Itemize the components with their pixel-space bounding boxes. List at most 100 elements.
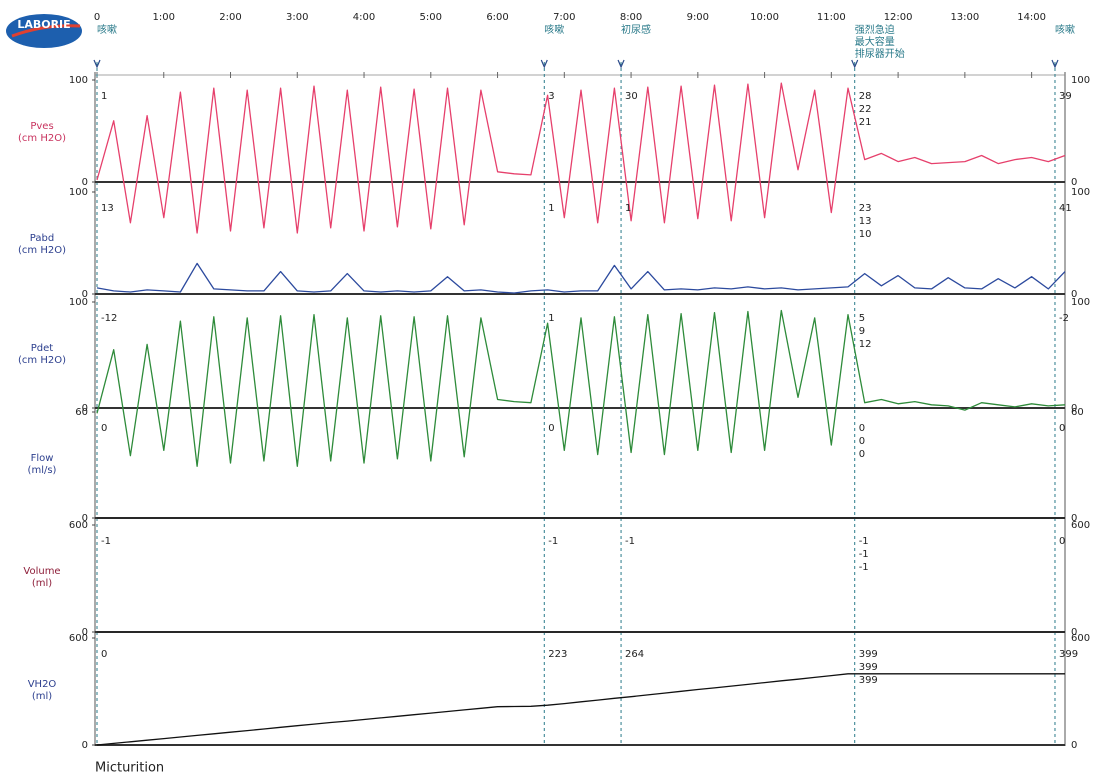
y-tick-label-right: 600 — [1071, 633, 1090, 644]
event-value: 0 — [101, 649, 107, 660]
y-tick-label-right: 60 — [1071, 407, 1084, 418]
event-value: 0 — [1059, 423, 1065, 434]
y-tick-label-right: 0 — [1071, 627, 1077, 638]
panel-label: VH2O — [28, 679, 57, 690]
panel-label: Pves — [30, 121, 53, 132]
event-marker — [1051, 59, 1059, 69]
event-value: -1 — [859, 536, 869, 547]
event-value: 399 — [859, 675, 878, 686]
series-line — [96, 82, 1066, 234]
event-value: 1 — [101, 91, 107, 102]
event-value: 13 — [101, 203, 114, 214]
x-tick-label: 8:00 — [620, 12, 642, 23]
panel-unit: (cm H2O) — [18, 245, 66, 256]
logo-text: LABORIE — [17, 18, 70, 31]
event-value: 39 — [1059, 91, 1072, 102]
y-tick-label: 0 — [82, 289, 88, 300]
x-tick-label: 1:00 — [153, 12, 175, 23]
x-tick-label: 6:00 — [486, 12, 508, 23]
footer-label: Micturition — [95, 761, 164, 774]
event-value: 13 — [859, 216, 872, 227]
event-value: 0 — [101, 423, 107, 434]
event-value: -1 — [859, 562, 869, 573]
y-tick-label-right: 0 — [1071, 177, 1077, 188]
event-marker — [540, 59, 548, 69]
y-tick-label: 0 — [82, 513, 88, 524]
event-marker — [851, 59, 859, 69]
y-tick-label: 0 — [82, 177, 88, 188]
y-tick-label-right: 0 — [1071, 289, 1077, 300]
y-tick-label-right: 100 — [1071, 187, 1090, 198]
event-value: 0 — [548, 423, 554, 434]
y-tick-label: 0 — [82, 403, 88, 414]
event-label: 强烈急迫 — [855, 23, 895, 36]
event-value: -12 — [101, 313, 117, 324]
event-value: 1 — [625, 203, 631, 214]
event-value: -1 — [101, 536, 111, 547]
x-tick-label: 14:00 — [1017, 12, 1046, 23]
y-tick-label: 60 — [75, 407, 88, 418]
event-label: 咳嗽 — [544, 23, 564, 36]
x-tick-label: 5:00 — [420, 12, 442, 23]
y-tick-label-right: 100 — [1071, 75, 1090, 86]
logo-swoosh — [11, 24, 81, 38]
event-value: 5 — [859, 313, 865, 324]
series-line — [96, 673, 1065, 746]
y-tick-label-right: 100 — [1071, 297, 1090, 308]
event-value: 3 — [548, 91, 554, 102]
event-label: 初尿感 — [621, 23, 651, 36]
y-tick-label: 600 — [69, 633, 88, 644]
event-value: 1 — [548, 313, 554, 324]
y-tick-label-right: 600 — [1071, 520, 1090, 531]
y-tick-label: 0 — [82, 627, 88, 638]
event-value: 1 — [548, 203, 554, 214]
y-tick-label: 100 — [69, 297, 88, 308]
y-tick-label: 0 — [82, 740, 88, 751]
series-line — [96, 309, 1066, 467]
x-tick-label: 12:00 — [884, 12, 913, 23]
x-tick-label: 11:00 — [817, 12, 846, 23]
y-tick-label: 600 — [69, 520, 88, 531]
panel-unit: (cm H2O) — [18, 355, 66, 366]
event-value: 23 — [859, 203, 872, 214]
event-value: 41 — [1059, 203, 1072, 214]
panel-unit: (ml) — [32, 691, 52, 702]
event-marker — [617, 59, 625, 69]
event-label: 排尿器开始 — [855, 47, 905, 60]
x-tick-label: 7:00 — [553, 12, 575, 23]
event-value: -1 — [548, 536, 558, 547]
panel-unit: (ml) — [32, 578, 52, 589]
x-tick-label: 9:00 — [687, 12, 709, 23]
event-value: 0 — [859, 449, 865, 460]
event-value: -2 — [1059, 313, 1069, 324]
panel-label: Flow — [31, 453, 54, 464]
logo-badge — [6, 14, 82, 48]
panel-unit: (ml/s) — [28, 465, 57, 476]
y-tick-label-right: 0 — [1071, 403, 1077, 414]
panel-label: Pabd — [30, 233, 54, 244]
event-label: 最大容量 — [855, 35, 895, 48]
event-value: 12 — [859, 339, 872, 350]
event-label: 咳嗽 — [1055, 23, 1075, 36]
event-value: 28 — [859, 91, 872, 102]
event-value: 22 — [859, 104, 872, 115]
event-value: 399 — [1059, 649, 1078, 660]
y-tick-label: 100 — [69, 75, 88, 86]
x-tick-label: 10:00 — [750, 12, 779, 23]
event-value: 0 — [859, 436, 865, 447]
event-value: 223 — [548, 649, 567, 660]
event-value: 10 — [859, 229, 872, 240]
event-value: 264 — [625, 649, 644, 660]
y-tick-label-right: 0 — [1071, 740, 1077, 751]
event-label: 咳嗽 — [97, 23, 117, 36]
x-tick-label: 4:00 — [353, 12, 375, 23]
y-tick-label: 100 — [69, 187, 88, 198]
event-value: 0 — [1059, 536, 1065, 547]
event-value: 0 — [859, 423, 865, 434]
event-value: 399 — [859, 649, 878, 660]
series-line — [96, 262, 1066, 294]
event-value: -1 — [625, 536, 635, 547]
panel-unit: (cm H2O) — [18, 133, 66, 144]
event-value: 399 — [859, 662, 878, 673]
